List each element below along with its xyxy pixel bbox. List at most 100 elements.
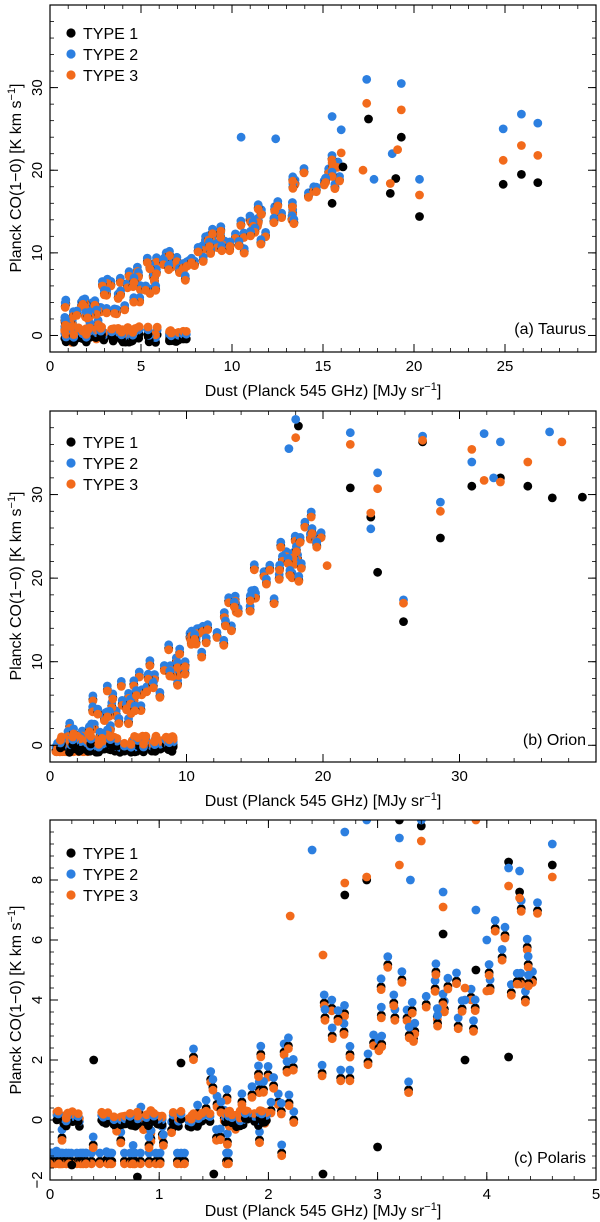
point-type1 xyxy=(399,617,408,626)
point-type3 xyxy=(390,1015,400,1025)
point-type3 xyxy=(421,1002,431,1012)
point-type3 xyxy=(269,218,279,228)
point-type3 xyxy=(336,1076,346,1086)
point-type1 xyxy=(438,929,448,939)
point-type3 xyxy=(285,571,295,580)
point-type3 xyxy=(227,1110,237,1120)
point-type2 xyxy=(479,429,489,438)
point-type2 xyxy=(319,990,329,1000)
point-type3 xyxy=(223,1140,232,1149)
point-type3 xyxy=(320,1015,330,1025)
x-tick-label: 20 xyxy=(406,358,423,375)
point-type3 xyxy=(363,1060,373,1070)
point-type3 xyxy=(336,148,346,158)
point-type3 xyxy=(376,985,386,994)
point-type2 xyxy=(452,968,461,978)
point-type1 xyxy=(547,860,557,870)
point-type1 xyxy=(436,533,445,543)
y-tick-label: 8 xyxy=(29,876,46,884)
legend-marker-type1 xyxy=(66,28,76,38)
point-type3 xyxy=(72,311,82,320)
point-type3 xyxy=(256,239,266,249)
x-tick-label: 30 xyxy=(451,768,468,785)
point-type3 xyxy=(299,168,309,178)
point-type3 xyxy=(141,285,151,295)
point-type3 xyxy=(296,564,306,573)
point-type3 xyxy=(117,327,126,337)
point-type3 xyxy=(194,1111,203,1121)
point-type3 xyxy=(377,1042,387,1052)
point-type3 xyxy=(317,1071,327,1081)
point-type3 xyxy=(362,98,372,108)
point-type2 xyxy=(159,1130,168,1140)
point-type1 xyxy=(396,132,406,142)
point-type3 xyxy=(108,694,118,704)
panel-annotation: (a) Taurus xyxy=(514,321,586,338)
point-type3 xyxy=(416,836,426,846)
point-type3 xyxy=(98,1109,108,1119)
point-type2 xyxy=(291,415,301,424)
point-type2 xyxy=(345,1065,355,1075)
legend-label-type3: TYPE 3 xyxy=(83,888,138,905)
point-type3 xyxy=(339,1030,349,1039)
legend-label-type1: TYPE 1 xyxy=(83,26,138,43)
point-type2 xyxy=(201,1095,211,1105)
point-type3 xyxy=(167,1128,177,1138)
point-type3 xyxy=(255,1138,264,1148)
point-type3 xyxy=(327,158,337,168)
point-type3 xyxy=(393,145,402,155)
x-tick-label: 0 xyxy=(46,768,54,785)
point-type3 xyxy=(142,258,152,267)
point-type3 xyxy=(193,247,203,257)
point-type3 xyxy=(484,970,494,980)
point-type2 xyxy=(336,1065,346,1075)
point-type3 xyxy=(516,907,526,916)
point-type1 xyxy=(340,890,350,900)
legend-marker-type3 xyxy=(66,70,76,80)
point-type3 xyxy=(335,176,344,186)
point-type3 xyxy=(312,542,322,552)
point-type3 xyxy=(106,732,115,742)
point-type3 xyxy=(126,740,136,749)
point-type3 xyxy=(469,1027,478,1036)
y-tick-label: 10 xyxy=(29,245,46,262)
point-type3 xyxy=(50,1159,55,1169)
point-type3 xyxy=(112,734,122,743)
point-type2 xyxy=(128,1141,138,1150)
point-type3 xyxy=(257,1106,267,1116)
x-tick-label: 1 xyxy=(155,1186,163,1203)
point-type2 xyxy=(284,1090,294,1100)
point-type3 xyxy=(180,669,190,679)
legend: TYPE 1 TYPE 2 TYPE 3 xyxy=(66,26,138,85)
point-type3 xyxy=(103,712,112,722)
point-type2 xyxy=(269,1073,278,1082)
point-type3 xyxy=(227,626,236,636)
axis-ticks: 0 10 20 30 0 10 20 30 xyxy=(29,410,597,785)
point-type3 xyxy=(292,547,301,557)
point-type3 xyxy=(385,179,395,188)
point-type3 xyxy=(142,687,152,697)
y-axis-label: Planck CO(1−0) [K km s−1] xyxy=(6,491,25,680)
point-type3 xyxy=(83,313,93,323)
x-tick-label: 10 xyxy=(178,768,195,785)
point-type3 xyxy=(498,155,508,165)
point-type2 xyxy=(369,174,379,184)
point-type2 xyxy=(263,1062,273,1071)
point-type2 xyxy=(431,959,441,969)
point-type3 xyxy=(304,192,313,202)
point-type2 xyxy=(547,839,557,849)
point-type2 xyxy=(396,79,406,88)
point-type3 xyxy=(482,986,492,996)
panel-annotation: (b) Orion xyxy=(523,732,586,749)
point-type3 xyxy=(109,1112,119,1122)
point-type1 xyxy=(498,179,508,189)
x-tick-label: 25 xyxy=(497,358,514,375)
point-type2 xyxy=(484,960,494,969)
point-type3 xyxy=(224,1159,233,1169)
point-type3 xyxy=(187,258,196,268)
point-type3 xyxy=(186,1114,196,1124)
point-type3 xyxy=(116,682,126,691)
point-type2 xyxy=(222,1085,232,1094)
point-type3 xyxy=(288,176,298,186)
point-type3 xyxy=(68,732,78,742)
